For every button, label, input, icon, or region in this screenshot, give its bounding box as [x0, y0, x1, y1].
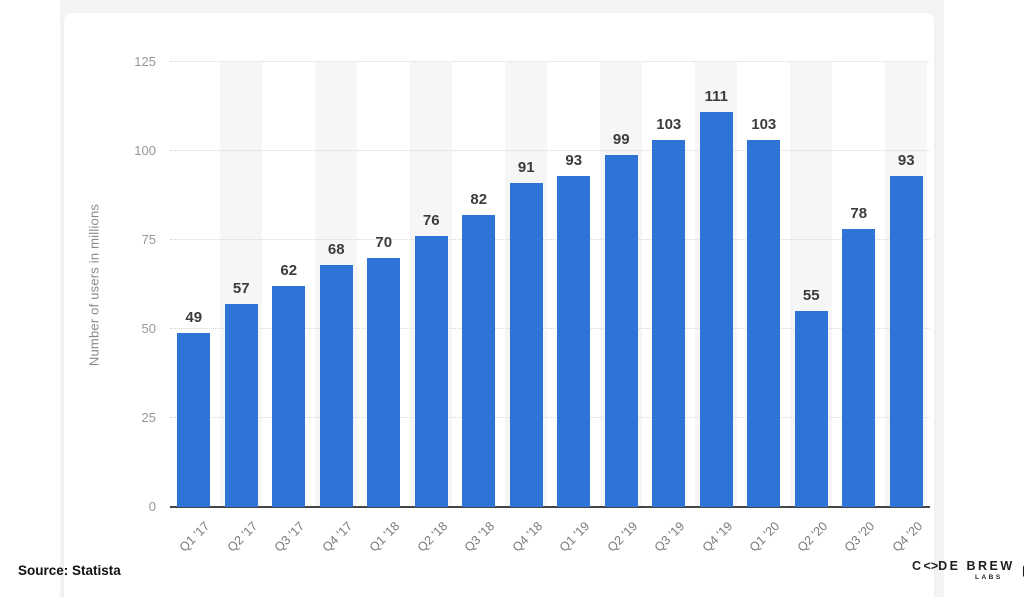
logo-o-glyph: <> — [923, 559, 939, 573]
bar-value-label: 78 — [850, 205, 868, 223]
data-bar-q1-19[interactable] — [557, 175, 591, 507]
bar-value-label: 68 — [327, 240, 345, 258]
chart-column-9: 93 Q1 '19 — [550, 62, 598, 555]
bar-value-label: 99 — [612, 130, 630, 148]
chart-plot: Number of users in millions 49 Q1 '17 57 Q2… — [87, 54, 931, 555]
gridline-100 — [170, 150, 930, 151]
chart-column-16: 93 Q4 '20 — [883, 62, 931, 555]
gridline-125 — [170, 61, 930, 62]
x-tick-label: Q2 '20 — [794, 519, 831, 555]
y-tick-label-100: 100 — [134, 143, 156, 158]
y-tick-label-125: 125 — [134, 54, 156, 69]
logo-letter-c: C — [912, 559, 924, 573]
x-tick-label: Q3 '17 — [271, 519, 308, 555]
x-tick-label: Q4 '17 — [319, 519, 356, 555]
data-bar-q1-17[interactable] — [177, 332, 211, 507]
chart-columns: 49 Q1 '17 57 Q2 '17 62 Q3 '17 68 Q4 '17 70 Q1 '18… — [170, 62, 931, 555]
chart-column-15: 78 Q3 '20 — [835, 62, 883, 554]
y-tick-label-50: 50 — [141, 321, 156, 336]
bar-value-label: 82 — [470, 191, 488, 209]
y-tick-label-75: 75 — [141, 232, 156, 247]
chart-column-10: 99 Q2 '19 — [598, 62, 646, 555]
x-axis-line — [170, 506, 930, 508]
chart-column-6: 76 Q2 '18 — [408, 62, 456, 555]
x-tick-label: Q4 '20 — [889, 519, 926, 555]
x-tick-label: Q3 '20 — [841, 519, 878, 555]
chart-column-7: 82 Q3 '18 — [455, 62, 503, 555]
bar-value-label: 93 — [565, 151, 583, 169]
y-tick-label-25: 25 — [141, 410, 156, 425]
x-tick-label: Q3 '18 — [461, 519, 498, 555]
chart-column-5: 70 Q1 '18 — [360, 62, 408, 555]
coffee-mug-icon — [1022, 565, 1024, 578]
x-tick-label: Q1 '19 — [556, 519, 593, 555]
chart-card: Number of users in millions 49 Q1 '17 57 Q2… — [64, 13, 934, 597]
chart-column-4: 68 Q4 '17 — [313, 62, 361, 555]
data-bar-q3-17[interactable] — [272, 286, 306, 507]
data-bar-q2-17[interactable] — [224, 304, 258, 507]
chart-column-3: 62 Q3 '17 — [265, 62, 313, 554]
data-bar-q4-17[interactable] — [319, 264, 353, 507]
data-bar-q4-20[interactable] — [889, 175, 923, 507]
bar-value-label: 49 — [185, 308, 203, 326]
bar-value-label: 62 — [280, 262, 298, 280]
x-tick-label: Q3 '19 — [651, 519, 688, 555]
bar-value-label: 93 — [897, 151, 915, 169]
gridline-50 — [170, 328, 930, 329]
y-tick-label-0: 0 — [148, 499, 156, 514]
y-axis-title: Number of users in millions — [86, 203, 102, 366]
bar-value-label: 103 — [656, 116, 682, 134]
x-tick-label: Q2 '19 — [604, 519, 641, 555]
gridline-25 — [170, 417, 930, 418]
x-tick-label: Q1 '20 — [746, 519, 783, 555]
x-tick-label: Q2 '17 — [224, 519, 261, 555]
logo-wordmark: C<>DE BREW — [912, 559, 1015, 573]
bar-value-label: 57 — [232, 280, 250, 298]
x-tick-label: Q4 '18 — [509, 519, 546, 555]
chart-column-14: 55 Q2 '20 — [788, 62, 836, 555]
data-bar-q2-20[interactable] — [794, 311, 828, 507]
code-brew-labs-logo: C<>DE BREW LABS > — [912, 559, 1024, 581]
chart-column-2: 57 Q2 '17 — [218, 62, 266, 555]
x-tick-label: Q2 '18 — [414, 519, 451, 555]
x-tick-label: Q1 '18 — [366, 519, 403, 555]
data-bar-q2-19[interactable] — [604, 154, 638, 507]
x-tick-label: Q4 '19 — [699, 519, 736, 555]
data-bar-q4-18[interactable] — [509, 183, 543, 507]
statista-embed: Number of users in millions 49 Q1 '17 57 Q2… — [60, 0, 944, 597]
x-tick-label: Q1 '17 — [176, 519, 213, 555]
data-bar-q1-20[interactable] — [747, 140, 781, 507]
data-bar-q4-19[interactable] — [699, 111, 733, 507]
chart-column-11: 103 Q3 '19 — [645, 62, 693, 554]
bar-value-label: 91 — [517, 159, 535, 177]
source-attribution: Source: Statista — [18, 563, 121, 578]
data-bar-q3-20[interactable] — [842, 229, 876, 507]
bar-value-label: 70 — [375, 233, 393, 251]
data-bar-q3-19[interactable] — [652, 140, 686, 507]
logo-text: C<>DE BREW LABS — [912, 559, 1015, 581]
chart-column-1: 49 Q1 '17 — [170, 62, 218, 555]
logo-sub-label: LABS — [974, 574, 1003, 581]
bar-value-label: 55 — [802, 287, 820, 305]
logo-wordmark-rest: DE BREW — [938, 559, 1015, 573]
data-bar-q1-18[interactable] — [367, 257, 401, 507]
bar-value-label: 76 — [422, 212, 440, 230]
bar-value-label: 111 — [704, 87, 728, 105]
chart-column-12: 111 Q4 '19 — [693, 62, 741, 555]
bar-value-label: 103 — [751, 116, 777, 134]
data-bar-q2-18[interactable] — [414, 236, 448, 507]
chart-column-8: 91 Q4 '18 — [503, 62, 551, 555]
data-bar-q3-18[interactable] — [462, 215, 496, 507]
chart-column-13: 103 Q1 '20 — [740, 62, 788, 554]
gridline-75 — [170, 239, 930, 240]
